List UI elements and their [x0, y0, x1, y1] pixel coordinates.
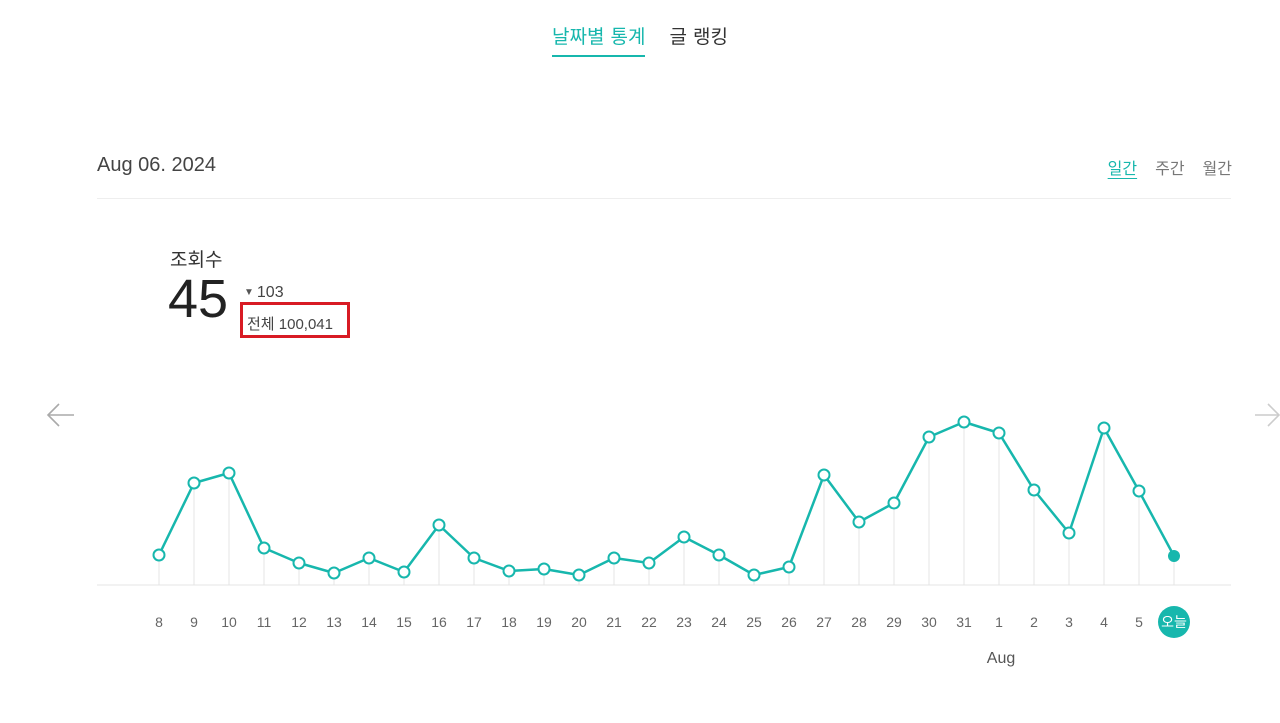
x-tick-label: 10: [221, 614, 237, 630]
top-tab-bar: 날짜별 통계 글 랭킹: [0, 22, 1280, 57]
x-tick-label: 2: [1030, 614, 1038, 630]
chart-point: [1097, 421, 1111, 435]
chart-point: [397, 565, 411, 579]
chart-series-line: [157, 420, 1176, 577]
chart-point-today: [1168, 550, 1180, 562]
x-tick-label: 29: [886, 614, 902, 630]
x-tick-label: 12: [291, 614, 307, 630]
triangle-down-icon: ▼: [244, 287, 254, 298]
period-tab-daily[interactable]: 일간: [1107, 159, 1138, 178]
chart-point: [782, 560, 796, 574]
chart-point: [327, 566, 341, 580]
chart-point: [257, 541, 271, 555]
chart-point: [677, 530, 691, 544]
chart-point: [432, 518, 446, 532]
x-month-label: Aug: [987, 650, 1015, 667]
metric-label: 조회수: [170, 249, 223, 271]
chart-point: [362, 551, 376, 565]
chart-point: [747, 568, 761, 582]
x-tick-label: 31: [956, 614, 972, 630]
chart-point: [607, 551, 621, 565]
x-tick-label: 27: [816, 614, 832, 630]
chart-point: [957, 415, 971, 429]
chart-point: [817, 468, 831, 482]
period-tab-weekly[interactable]: 주간: [1155, 159, 1185, 178]
chart-point: [502, 564, 516, 578]
metric-change-value: 103: [256, 284, 284, 301]
chart-point: [642, 556, 656, 570]
arrow-right-icon[interactable]: [1255, 400, 1280, 430]
x-tick-label: 11: [257, 614, 272, 630]
period-tab-monthly[interactable]: 월간: [1202, 159, 1232, 178]
x-tick-label: 17: [466, 614, 482, 630]
arrow-left-icon[interactable]: [45, 400, 77, 430]
chart-point: [467, 551, 481, 565]
current-date: Aug 06. 2024: [97, 154, 216, 176]
x-tick-label: 15: [396, 614, 412, 630]
chart-point: [187, 476, 201, 490]
x-tick-label: 24: [711, 614, 727, 630]
x-tick-label: 14: [361, 614, 377, 630]
x-tick-label: 20: [571, 614, 587, 630]
x-tick-label: 8: [155, 614, 163, 630]
x-tick-label-today: 오늘: [1161, 615, 1187, 631]
x-tick-label: 4: [1100, 614, 1108, 630]
x-tick-label: 25: [746, 614, 762, 630]
x-tick-label: 16: [431, 614, 447, 630]
x-tick-label: 9: [190, 614, 198, 630]
x-tick-label: 21: [606, 614, 622, 630]
chart-point: [852, 515, 866, 529]
chart-point: [292, 556, 306, 570]
today-badge: [1158, 606, 1190, 638]
x-tick-label: 18: [501, 614, 517, 630]
chart-point: [572, 568, 586, 582]
x-tick-label: 30: [921, 614, 937, 630]
tab-post-ranking[interactable]: 글 랭킹: [669, 26, 728, 48]
x-tick-label: 3: [1065, 614, 1073, 630]
header-divider: [97, 198, 1231, 199]
x-tick-label: 5: [1135, 614, 1143, 630]
x-tick-label: 13: [326, 614, 342, 630]
x-tick-label: 22: [641, 614, 657, 630]
metric-total: 전체 100,041: [240, 302, 350, 338]
chart-point: [1062, 526, 1076, 540]
chart-point: [152, 548, 166, 562]
chart-point: [712, 548, 726, 562]
chart-point: [1132, 484, 1146, 498]
x-tick-label: 19: [536, 614, 552, 630]
x-tick-label: 28: [851, 614, 867, 630]
metric-change: ▼ 103: [244, 284, 284, 302]
chart-point: [992, 426, 1006, 440]
chart-point: [537, 562, 551, 576]
chart-point: [222, 466, 236, 480]
x-tick-label: 26: [781, 614, 797, 630]
metric-value: 45: [168, 269, 229, 329]
tab-daily-stats[interactable]: 날짜별 통계: [552, 22, 646, 57]
chart-point: [887, 496, 901, 510]
x-tick-label: 1: [995, 614, 1003, 630]
period-tab-bar: 일간 주간 월간: [1108, 155, 1232, 179]
chart-point: [1027, 483, 1041, 497]
chart-point: [922, 430, 936, 444]
x-tick-label: 23: [676, 614, 692, 630]
